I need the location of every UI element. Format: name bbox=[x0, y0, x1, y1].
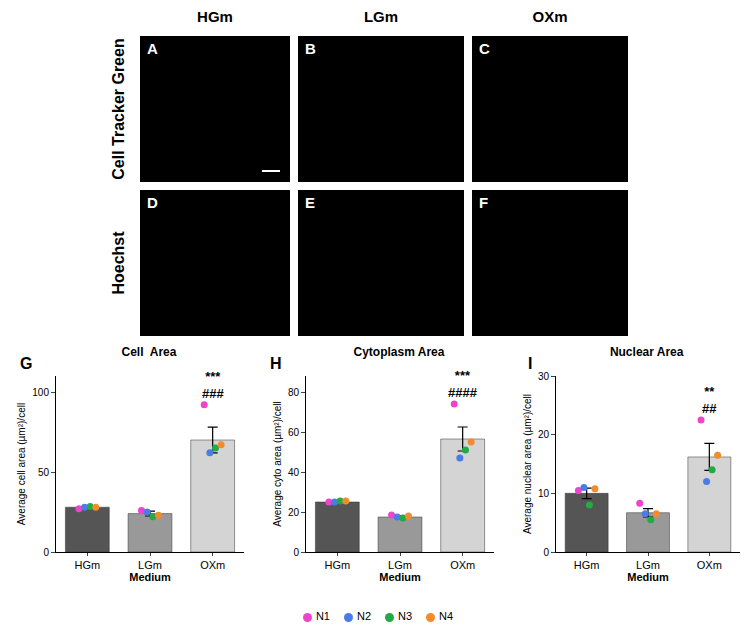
svg-text:0: 0 bbox=[43, 547, 49, 558]
svg-text:HGm: HGm bbox=[324, 559, 350, 571]
svg-text:0: 0 bbox=[543, 547, 549, 558]
svg-text:LGm: LGm bbox=[138, 559, 162, 571]
html-text:Hoechst: Hoechst bbox=[109, 231, 127, 295]
html-text:C: C bbox=[479, 40, 490, 57]
html-text:B: B bbox=[305, 40, 316, 57]
svg-text:20: 20 bbox=[288, 507, 300, 518]
svg-text:Medium: Medium bbox=[627, 571, 669, 583]
svg-text:OXm: OXm bbox=[450, 559, 475, 571]
svg-text:10: 10 bbox=[538, 488, 550, 499]
svg-text:LGm: LGm bbox=[388, 559, 412, 571]
html-text:Cell Tracker Green: Cell Tracker Green bbox=[109, 38, 127, 180]
svg-text:0: 0 bbox=[293, 547, 299, 558]
svg-text:Cytoplasm Area: Cytoplasm Area bbox=[354, 345, 445, 359]
html-text:N3: N3 bbox=[398, 610, 413, 622]
svg-text:I: I bbox=[528, 355, 532, 372]
svg-text:Medium: Medium bbox=[379, 571, 421, 583]
svg-text:Cell Area: Cell Area bbox=[122, 345, 177, 359]
html-text:E: E bbox=[305, 194, 315, 211]
svg-text:Medium: Medium bbox=[129, 571, 171, 583]
html-text:LGm: LGm bbox=[363, 8, 399, 25]
svg-text:Average cyto area (µm²)/cell: Average cyto area (µm²)/cell bbox=[272, 401, 283, 527]
svg-text:OXm: OXm bbox=[200, 559, 225, 571]
html-text:N4: N4 bbox=[439, 610, 454, 622]
svg-text:OXm: OXm bbox=[697, 559, 722, 571]
svg-text:HGm: HGm bbox=[574, 559, 600, 571]
svg-text:Average cell area (µm²)/cell: Average cell area (µm²)/cell bbox=[16, 403, 27, 525]
svg-text:60: 60 bbox=[288, 427, 300, 438]
svg-text:***###: ***### bbox=[202, 369, 224, 401]
svg-text:HGm: HGm bbox=[74, 559, 100, 571]
html-text:F: F bbox=[479, 194, 489, 211]
svg-text:30: 30 bbox=[538, 371, 550, 382]
html-text:N1: N1 bbox=[315, 610, 330, 622]
svg-text:**##: **## bbox=[702, 384, 717, 416]
svg-text:50: 50 bbox=[38, 467, 50, 478]
svg-text:Average nuclear area (µm²)/cel: Average nuclear area (µm²)/cell bbox=[522, 394, 533, 534]
svg-text:LGm: LGm bbox=[636, 559, 660, 571]
svg-text:40: 40 bbox=[288, 467, 300, 478]
html-text:A: A bbox=[147, 40, 158, 57]
svg-text:20: 20 bbox=[538, 429, 550, 440]
svg-text:80: 80 bbox=[288, 387, 300, 398]
html-text:HGm: HGm bbox=[197, 8, 233, 25]
html-text:D: D bbox=[147, 194, 158, 211]
svg-text:100: 100 bbox=[32, 387, 49, 398]
html-text:OXm: OXm bbox=[532, 8, 568, 25]
svg-text:Nuclear Area: Nuclear Area bbox=[610, 345, 684, 359]
svg-text:G: G bbox=[20, 355, 32, 372]
svg-text:***####: ***#### bbox=[448, 368, 478, 400]
svg-text:H: H bbox=[270, 355, 282, 372]
html-text:N2: N2 bbox=[356, 610, 371, 622]
